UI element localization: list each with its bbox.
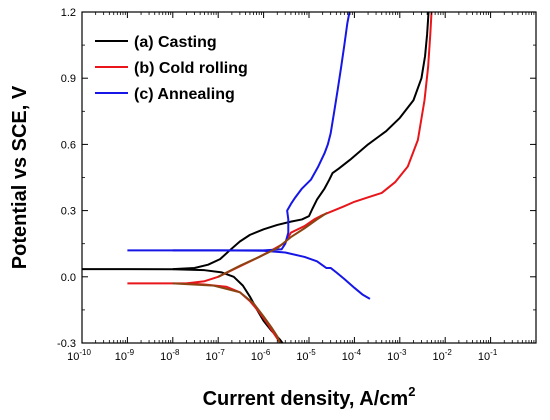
x-tick-label: 10-10	[67, 348, 91, 363]
x-tick-exp: -4	[354, 348, 362, 357]
brown-overlay-anodic-line	[217, 211, 328, 278]
y-tick-label: 0.3	[61, 206, 76, 218]
labels-layer: 10-10 10-9 10-8 10-7 10-6 10-5 10-4 10-3 10-2 10-…	[57, 7, 498, 363]
x-tick-exp: -8	[172, 348, 180, 357]
x-tick-label: 10-8	[160, 348, 180, 363]
x-tick-base: 10	[433, 351, 445, 363]
x-tick-exp: -9	[127, 348, 135, 357]
series-1-cathodic-line	[82, 268, 284, 344]
series-1-anodic-line	[172, 11, 430, 271]
series-3-cathodic-line	[127, 249, 371, 300]
x-tick-label: 10-5	[296, 348, 316, 363]
x-axis-title: Current density, A/cm2	[203, 384, 416, 410]
x-tick-label: 10-7	[206, 348, 226, 363]
x-tick-base: 10	[296, 351, 308, 363]
x-tick-label: 10-4	[342, 348, 362, 363]
x-tick-base: 10	[387, 351, 399, 363]
x-tick-base: 10	[478, 351, 490, 363]
x-tick-label: 10-6	[251, 348, 271, 363]
y-tick-label: 0.0	[61, 272, 76, 284]
x-tick-base: 10	[115, 351, 127, 363]
y-tick-label: 1.2	[61, 7, 76, 19]
x-tick-label: 10-3	[387, 348, 407, 363]
series-3-anodic-line	[172, 11, 351, 252]
legend-label: (b) Cold rolling	[134, 60, 248, 77]
x-tick-exp: -6	[263, 348, 271, 357]
series-2-anodic-line	[186, 11, 433, 285]
series-2-cathodic-line	[127, 282, 281, 344]
x-tick-label: 10-2	[433, 348, 453, 363]
y-tick-label: 0.9	[61, 73, 76, 85]
x-tick-base: 10	[251, 351, 263, 363]
x-tick-exp: -1	[490, 348, 498, 357]
x-tick-exp: -3	[399, 348, 407, 357]
x-tick-exp: -2	[445, 348, 453, 357]
y-tick-label: 0.6	[61, 139, 76, 151]
brown-overlay-cathodic-line	[172, 282, 281, 344]
x-tick-base: 10	[342, 351, 354, 363]
x-tick-exp: -10	[79, 348, 91, 357]
y-tick-label: -0.3	[57, 338, 76, 350]
y-axis-title: Potential vs SCE, V	[9, 85, 31, 269]
x-axis-title-sup: 2	[408, 384, 415, 399]
x-tick-label: 10-1	[478, 348, 498, 363]
legend: (a) Casting (b) Cold rolling (c) Annealing	[95, 34, 248, 103]
legend-label: (c) Annealing	[134, 86, 235, 103]
x-tick-base: 10	[67, 351, 79, 363]
ticks-layer	[81, 11, 537, 344]
x-tick-label: 10-9	[115, 348, 135, 363]
x-tick-exp: -7	[218, 348, 226, 357]
x-tick-exp: -5	[309, 348, 317, 357]
x-tick-base: 10	[206, 351, 218, 363]
legend-label: (a) Casting	[134, 34, 217, 51]
series-layer	[82, 11, 433, 344]
x-tick-base: 10	[160, 351, 172, 363]
x-axis-title-main: Current density, A/cm	[203, 388, 409, 410]
